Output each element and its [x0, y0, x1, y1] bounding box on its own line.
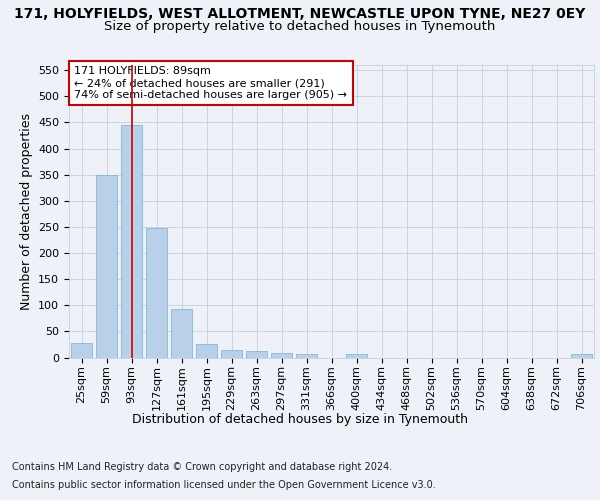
Text: Size of property relative to detached houses in Tynemouth: Size of property relative to detached ho… — [104, 20, 496, 33]
Bar — [196, 344, 217, 358]
Bar — [96, 174, 117, 358]
Text: 171 HOLYFIELDS: 89sqm
← 24% of detached houses are smaller (291)
74% of semi-det: 171 HOLYFIELDS: 89sqm ← 24% of detached … — [74, 66, 347, 100]
Bar — [296, 354, 317, 358]
Bar — [246, 351, 267, 358]
Bar — [146, 228, 167, 358]
Bar — [71, 343, 92, 357]
Bar — [346, 354, 367, 358]
Bar — [221, 350, 242, 358]
Text: Contains public sector information licensed under the Open Government Licence v3: Contains public sector information licen… — [12, 480, 436, 490]
Bar — [121, 125, 142, 358]
Y-axis label: Number of detached properties: Number of detached properties — [20, 113, 32, 310]
Bar — [571, 354, 592, 358]
Text: Contains HM Land Registry data © Crown copyright and database right 2024.: Contains HM Land Registry data © Crown c… — [12, 462, 392, 472]
Text: 171, HOLYFIELDS, WEST ALLOTMENT, NEWCASTLE UPON TYNE, NE27 0EY: 171, HOLYFIELDS, WEST ALLOTMENT, NEWCAST… — [14, 8, 586, 22]
Bar — [271, 354, 292, 358]
Text: Distribution of detached houses by size in Tynemouth: Distribution of detached houses by size … — [132, 412, 468, 426]
Bar — [171, 309, 192, 358]
